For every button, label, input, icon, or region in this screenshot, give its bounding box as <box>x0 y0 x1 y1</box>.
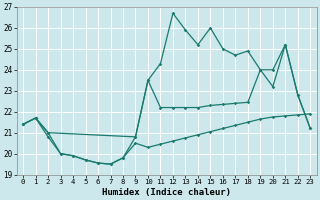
X-axis label: Humidex (Indice chaleur): Humidex (Indice chaleur) <box>102 188 231 197</box>
